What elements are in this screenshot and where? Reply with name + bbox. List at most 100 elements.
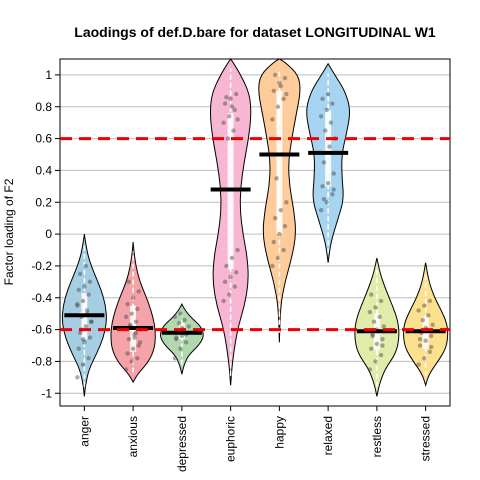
data-point (422, 304, 426, 308)
data-point (135, 356, 139, 360)
x-tick-label-relaxed: relaxed (321, 416, 335, 455)
data-point (270, 117, 274, 121)
violin-restless (355, 258, 399, 396)
data-point (319, 208, 323, 212)
data-point (233, 284, 237, 288)
data-point (182, 318, 186, 322)
violin-euphoric (210, 59, 250, 385)
violin-happy (259, 59, 300, 342)
y-axis-label: Factor loading of F2 (2, 178, 16, 285)
violin-anxious (111, 242, 155, 382)
data-point (132, 335, 136, 339)
data-point (277, 232, 281, 236)
data-point (332, 187, 336, 191)
data-point (138, 340, 142, 344)
data-point (330, 101, 334, 105)
y-tick-label: -0.8 (31, 354, 52, 368)
data-point (379, 353, 383, 357)
y-tick-label: 0.8 (35, 100, 52, 114)
data-point (279, 208, 283, 212)
data-point (234, 270, 238, 274)
x-tick-label-happy: happy (272, 416, 286, 449)
data-point (78, 272, 82, 276)
x-tick-label-stressed: stressed (419, 416, 433, 461)
data-point (273, 73, 277, 77)
data-point (373, 359, 377, 363)
data-point (75, 302, 79, 306)
data-point (284, 200, 288, 204)
y-tick-label: -0.4 (31, 291, 52, 305)
chart-title: Laodings of def.D.bare for dataset LONGI… (74, 24, 436, 40)
data-point (418, 337, 422, 341)
data-point (422, 356, 426, 360)
data-point (88, 280, 92, 284)
data-point (221, 120, 225, 124)
data-point (124, 315, 128, 319)
data-point (368, 310, 372, 314)
data-point (223, 101, 227, 105)
data-point (281, 248, 285, 252)
data-point (84, 324, 88, 328)
data-point (228, 275, 232, 279)
data-point (127, 280, 131, 284)
data-point (430, 323, 434, 327)
data-point (320, 97, 324, 101)
y-tick-label: 0.6 (35, 132, 52, 146)
data-point (368, 367, 372, 371)
data-point (325, 108, 329, 112)
data-point (75, 375, 79, 379)
data-point (416, 308, 420, 312)
violin-relaxed (307, 64, 350, 263)
data-point (327, 144, 331, 148)
data-point (283, 76, 287, 80)
data-point (178, 346, 182, 350)
data-point (272, 89, 276, 93)
data-point (89, 319, 93, 323)
data-point (272, 240, 276, 244)
data-point (370, 334, 374, 338)
y-tick-label: 1 (45, 68, 52, 82)
y-tick-label: 0.2 (35, 195, 52, 209)
data-point (174, 335, 178, 339)
data-point (86, 292, 90, 296)
data-point (231, 128, 235, 132)
data-point (184, 340, 188, 344)
data-point (319, 114, 323, 118)
data-point (230, 105, 234, 109)
data-point (322, 197, 326, 201)
data-point (369, 346, 373, 350)
data-point (270, 264, 274, 268)
data-point (77, 288, 81, 292)
data-point (230, 256, 234, 260)
data-point (131, 296, 135, 300)
data-point (373, 305, 377, 309)
data-point (127, 337, 131, 341)
data-point (323, 128, 327, 132)
data-point (81, 362, 85, 366)
y-tick-label: -0.6 (31, 323, 52, 337)
data-point (372, 319, 376, 323)
data-point (375, 342, 379, 346)
data-point (380, 337, 384, 341)
data-point (379, 299, 383, 303)
data-point (426, 313, 430, 317)
data-point (329, 120, 333, 124)
data-point (330, 192, 334, 196)
data-point (283, 224, 287, 228)
y-tick-label: -0.2 (31, 259, 52, 273)
data-point (369, 292, 373, 296)
data-point (421, 318, 425, 322)
data-point (429, 334, 433, 338)
data-point (125, 351, 129, 355)
data-point (332, 171, 336, 175)
data-point (326, 92, 330, 96)
data-point (187, 324, 191, 328)
x-tick-label-euphoric: euphoric (224, 416, 238, 462)
data-point (134, 331, 138, 335)
y-tick-label: -1 (41, 386, 52, 400)
violin-anger (62, 234, 106, 396)
violin-depressed (161, 304, 204, 374)
data-point (137, 289, 141, 293)
x-tick-label-anxious: anxious (126, 416, 140, 457)
